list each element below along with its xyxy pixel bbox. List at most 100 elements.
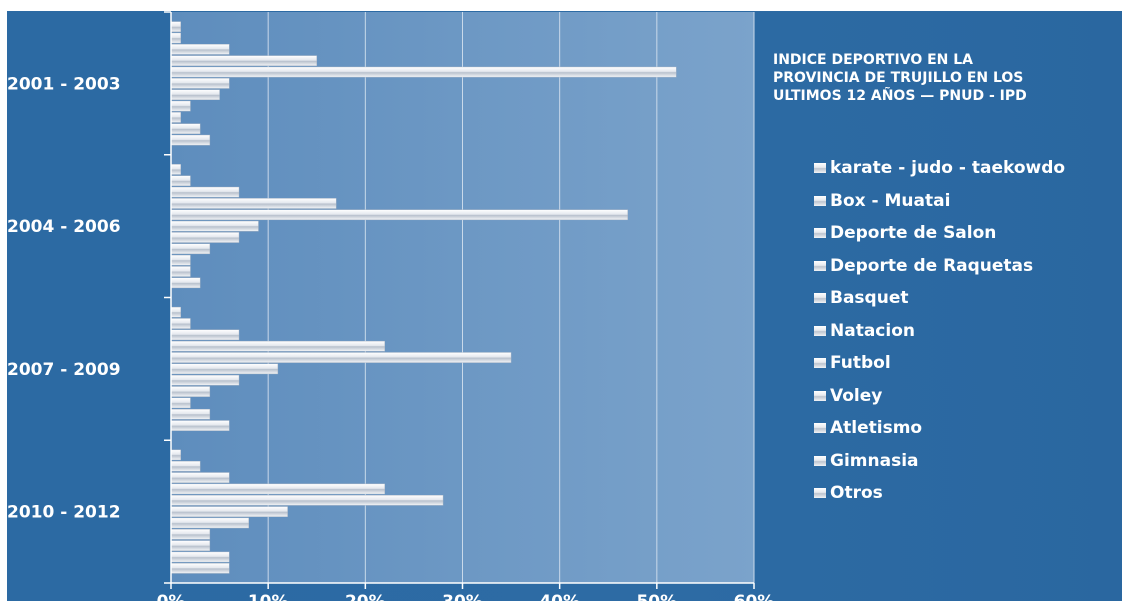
legend-item: Atletismo	[814, 412, 1065, 445]
legend-item: karate - judo - taekowdo	[814, 152, 1065, 185]
legend-item: Basquet	[814, 282, 1065, 315]
legend-swatch	[814, 195, 826, 206]
x-tick-label: 10%	[248, 592, 289, 601]
bar	[170, 66, 677, 78]
bar	[170, 186, 240, 198]
bar	[170, 89, 220, 100]
x-tick-label: 40%	[539, 592, 580, 601]
bar	[170, 175, 191, 187]
bar	[170, 78, 230, 89]
axes	[164, 11, 755, 589]
bar	[170, 460, 201, 472]
legend-label: Deporte de Salon	[830, 223, 997, 244]
bar	[170, 134, 211, 146]
bar	[170, 506, 288, 517]
bar	[170, 540, 211, 551]
bar	[170, 563, 230, 574]
legend-label: Voley	[830, 385, 883, 406]
x-tick-label: 30%	[442, 592, 483, 601]
category-label: 2004 - 2006	[7, 217, 121, 237]
bar	[170, 420, 230, 431]
bar	[170, 243, 211, 255]
bar	[170, 386, 211, 397]
bar	[170, 483, 385, 495]
bar	[170, 340, 385, 352]
bar	[170, 408, 211, 420]
bar	[170, 352, 512, 363]
x-tick-label: 60%	[734, 592, 775, 601]
legend-label: Box - Muatai	[830, 190, 951, 211]
bar	[170, 254, 191, 266]
bar	[170, 363, 279, 375]
bar	[170, 112, 181, 123]
x-tick-label: 0%	[157, 592, 186, 601]
legend-item: Box - Muatai	[814, 185, 1065, 218]
legend-swatch	[814, 163, 826, 174]
legend-swatch	[814, 423, 826, 434]
bar	[170, 220, 259, 232]
category-label: 2010 - 2012	[7, 503, 121, 523]
bar	[170, 100, 191, 112]
legend-label: Futbol	[830, 353, 891, 374]
legend-label: Natacion	[830, 320, 915, 341]
bar	[170, 306, 181, 318]
legend-item: Deporte de Raquetas	[814, 250, 1065, 283]
legend-label: karate - judo - taekowdo	[830, 158, 1066, 179]
legend-item: Deporte de Salon	[814, 217, 1065, 250]
chart-plot: 0% 10% 20% 30% 40% 50% 60% 2001 - 2003 2004 - 2…	[7, 11, 775, 601]
legend-swatch	[814, 260, 826, 271]
bar	[170, 329, 240, 341]
bar	[170, 164, 181, 175]
chart-title-line: ULTIMOS 12 AÑOS — PNUD - IPD	[773, 88, 1027, 104]
bar	[170, 318, 191, 329]
legend-label: Basquet	[830, 288, 909, 309]
bar	[170, 209, 628, 221]
legend-label: Otros	[830, 483, 883, 504]
legend-swatch	[814, 488, 826, 499]
bar	[170, 374, 240, 386]
category-labels: 2001 - 2003 2004 - 2006 2007 - 2009 2010 - …	[7, 74, 121, 522]
bar	[170, 449, 181, 461]
bar	[170, 44, 230, 55]
chart-title-line: PROVINCIA DE TRUJILLO EN LOS	[773, 70, 1024, 86]
bars-group	[170, 21, 677, 574]
legend-item: Futbol	[814, 347, 1065, 380]
legend-swatch	[814, 358, 826, 369]
legend-label: Atletismo	[830, 418, 923, 439]
category-label: 2007 - 2009	[7, 360, 121, 380]
x-tick-label: 20%	[345, 592, 386, 601]
legend-item: Otros	[814, 477, 1065, 510]
legend-swatch	[814, 293, 826, 304]
legend-swatch	[814, 325, 826, 336]
legend-swatch	[814, 390, 826, 401]
bar	[170, 55, 317, 66]
legend-item: Gimnasia	[814, 445, 1065, 478]
bar	[170, 21, 181, 32]
legend-item: Voley	[814, 380, 1065, 413]
chart-panel: 0% 10% 20% 30% 40% 50% 60% 2001 - 2003 2004 - 2…	[7, 11, 1122, 601]
legend-swatch	[814, 228, 826, 239]
bar	[170, 232, 240, 243]
bar	[170, 266, 191, 277]
gridlines	[267, 12, 755, 583]
x-tick-labels: 0% 10% 20% 30% 40% 50% 60%	[157, 592, 775, 601]
bar	[170, 529, 211, 540]
bar	[170, 32, 181, 44]
bar	[170, 472, 230, 483]
bar	[170, 123, 201, 135]
chart-title: INDICE DEPORTIVO EN LA PROVINCIA DE TRUJ…	[773, 51, 1123, 105]
chart-title-line: INDICE DEPORTIVO EN LA	[773, 52, 973, 68]
legend-swatch	[814, 455, 826, 466]
bar	[170, 517, 249, 529]
legend-label: Deporte de Raquetas	[830, 255, 1034, 276]
legend-item: Natacion	[814, 315, 1065, 348]
bar	[170, 495, 444, 506]
category-label: 2001 - 2003	[7, 74, 121, 94]
x-tick-label: 50%	[636, 592, 677, 601]
bar	[170, 551, 230, 563]
bar	[170, 277, 201, 289]
bar	[170, 397, 191, 409]
legend: karate - judo - taekowdo Box - Muatai Depo…	[814, 152, 1065, 510]
bar	[170, 198, 337, 209]
legend-label: Gimnasia	[830, 450, 919, 471]
